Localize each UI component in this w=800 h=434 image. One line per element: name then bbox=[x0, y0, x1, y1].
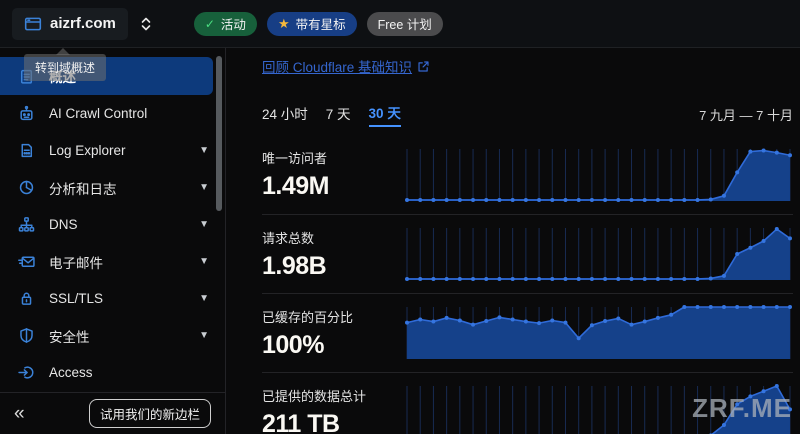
time-range-tabs: 24 小时 7 天 30 天 7 九月 — 7 十月 bbox=[262, 102, 793, 127]
sidebar-item-label: AI Crawl Control bbox=[49, 106, 148, 121]
sidebar-item-label: DNS bbox=[49, 217, 78, 232]
metric-info: 唯一访问者 1.49M bbox=[262, 148, 404, 201]
sidebar-scrollbar[interactable] bbox=[216, 56, 222, 211]
sidebar-item-email[interactable]: 电子邮件 ▼ bbox=[0, 243, 225, 280]
sidebar-footer: « 试用我们的新边栏 bbox=[0, 392, 225, 434]
browser-window-icon bbox=[24, 15, 42, 33]
watermark: ZRF.ME bbox=[692, 393, 792, 423]
metric-info: 已缓存的百分比 100% bbox=[262, 307, 404, 360]
main-content: 回顾 Cloudflare 基础知识 24 小时 7 天 30 天 7 九月 —… bbox=[226, 48, 800, 434]
unfold-selector-icon[interactable] bbox=[138, 15, 156, 33]
sidebar-item-label: SSL/TLS bbox=[49, 291, 104, 306]
log-file-icon bbox=[18, 142, 35, 159]
sidebar-item-label: 分析和日志 bbox=[49, 181, 117, 197]
review-fundamentals-link[interactable]: 回顾 Cloudflare 基础知识 bbox=[262, 56, 430, 76]
sidebar-nav: 概述 AI Crawl Control bbox=[0, 48, 225, 391]
metric-info: 已提供的数据总计 211 TB bbox=[262, 386, 404, 434]
metric-label: 已提供的数据总计 bbox=[262, 388, 367, 404]
sidebar-item-ai-crawl-control[interactable]: AI Crawl Control bbox=[0, 95, 225, 132]
sidebar-item-label: 安全性 bbox=[49, 329, 90, 345]
sidebar-item-security[interactable]: 安全性 ▼ bbox=[0, 317, 225, 354]
tooltip-text: 转到域概述 bbox=[35, 61, 96, 75]
metric-value: 100% bbox=[262, 330, 324, 359]
collapse-sidebar-icon[interactable]: « bbox=[14, 403, 25, 424]
metric-row-unique-visitors: 唯一访问者 1.49M bbox=[262, 135, 793, 214]
chevron-down-icon[interactable]: ▼ bbox=[199, 182, 209, 193]
chevron-down-icon[interactable]: ▼ bbox=[199, 256, 209, 267]
sparkline-chart[interactable] bbox=[404, 143, 793, 207]
domain-selector[interactable]: aizrf.com bbox=[12, 7, 128, 40]
sidebar-item-ssl-tls[interactable]: SSL/TLS ▼ bbox=[0, 280, 225, 317]
tooltip-caret bbox=[56, 48, 70, 55]
metric-label: 唯一访问者 bbox=[262, 151, 328, 166]
tab-30d[interactable]: 30 天 bbox=[368, 102, 401, 127]
sparkline-chart[interactable] bbox=[404, 380, 793, 434]
metric-value: 1.98B bbox=[262, 251, 327, 280]
chevron-down-icon[interactable]: ▼ bbox=[199, 293, 209, 304]
email-icon bbox=[18, 253, 35, 270]
metric-row-total-requests: 请求总数 1.98B bbox=[262, 214, 793, 293]
sidebar-item-dns[interactable]: DNS ▼ bbox=[0, 206, 225, 243]
star-icon: ★ bbox=[277, 15, 290, 31]
date-range: 7 九月 — 7 十月 bbox=[699, 108, 793, 123]
badge-group: ✓ 活动 ★ 带有星标 Free 计划 bbox=[193, 11, 443, 36]
chevron-down-icon[interactable]: ▼ bbox=[199, 219, 209, 230]
try-new-sidebar-button[interactable]: 试用我们的新边栏 bbox=[88, 399, 211, 428]
lock-icon bbox=[18, 290, 35, 307]
metric-label: 请求总数 bbox=[262, 230, 315, 246]
shield-icon bbox=[18, 327, 35, 344]
plan-badge-label: Free 计划 bbox=[377, 18, 432, 32]
network-tree-icon bbox=[18, 216, 35, 233]
metric-label: 已缓存的百分比 bbox=[262, 309, 354, 325]
status-badge: ✓ 活动 bbox=[193, 11, 257, 36]
sparkline-chart[interactable] bbox=[404, 301, 793, 365]
metric-row-total-data-served: 已提供的数据总计 211 TB bbox=[262, 372, 793, 434]
tooltip: 转到域概述 bbox=[24, 48, 107, 81]
sparkline-chart[interactable] bbox=[404, 222, 793, 286]
status-badge-label: 活动 bbox=[220, 18, 246, 32]
topbar: aizrf.com ✓ 活动 ★ 带有星标 Free 计划 bbox=[0, 0, 800, 48]
chevron-down-icon[interactable]: ▼ bbox=[199, 145, 209, 156]
sidebar-item-label: Access bbox=[49, 365, 93, 380]
sidebar-item-analytics-logs[interactable]: 分析和日志 ▼ bbox=[0, 169, 225, 206]
sidebar-item-log-explorer[interactable]: Log Explorer ▼ bbox=[0, 132, 225, 169]
tab-7d[interactable]: 7 天 bbox=[325, 107, 351, 122]
metrics-list: 唯一访问者 1.49M 请求总数 1.98B 已缓存的百分比 100% bbox=[262, 135, 793, 434]
check-icon: ✓ bbox=[204, 16, 215, 31]
access-login-icon bbox=[18, 364, 35, 381]
sidebar-item-label: Log Explorer bbox=[49, 143, 126, 158]
metric-value: 1.49M bbox=[262, 172, 329, 200]
metric-value: 211 TB bbox=[262, 409, 340, 434]
external-link-icon bbox=[417, 60, 430, 73]
metric-info: 请求总数 1.98B bbox=[262, 228, 404, 281]
pie-chart-icon bbox=[18, 179, 35, 196]
tab-24h[interactable]: 24 小时 bbox=[262, 107, 308, 122]
sidebar-item-access[interactable]: Access bbox=[0, 354, 225, 391]
robot-icon bbox=[18, 105, 35, 122]
starred-badge: ★ 带有星标 bbox=[266, 11, 357, 36]
plan-badge: Free 计划 bbox=[366, 11, 443, 36]
starred-badge-label: 带有星标 bbox=[295, 18, 346, 32]
chevron-down-icon[interactable]: ▼ bbox=[199, 330, 209, 341]
metric-row-percent-cached: 已缓存的百分比 100% bbox=[262, 293, 793, 372]
sidebar: 概述 AI Crawl Control bbox=[0, 48, 226, 434]
sidebar-item-label: 电子邮件 bbox=[49, 255, 103, 271]
review-link-label: 回顾 Cloudflare 基础知识 bbox=[262, 60, 413, 75]
domain-name: aizrf.com bbox=[50, 15, 116, 32]
